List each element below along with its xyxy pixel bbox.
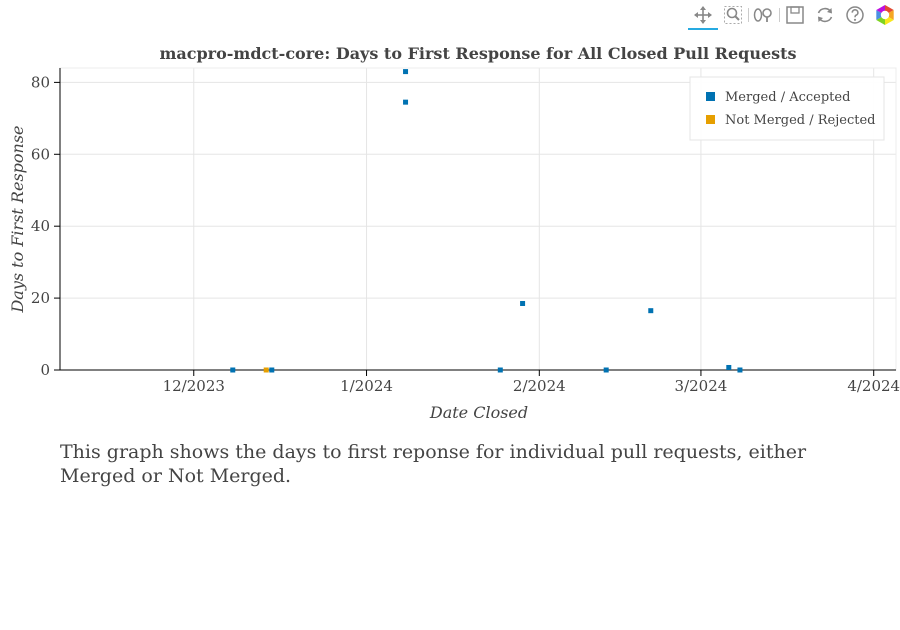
x-tick-label: 2/2024 <box>513 377 566 395</box>
toolbar-separator <box>779 8 780 22</box>
box-zoom-tool-button[interactable] <box>718 0 748 30</box>
chart-title: macpro-mdct-core: Days to First Response… <box>159 44 796 63</box>
reset-tool-icon <box>817 7 833 23</box>
x-tick-label: 4/2024 <box>847 377 900 395</box>
data-point <box>269 367 275 373</box>
wheel-zoom-tool-icon <box>753 8 772 22</box>
y-tick-label: 40 <box>31 217 50 235</box>
x-axis-label: Date Closed <box>429 403 528 422</box>
x-axis-ticks: 12/2023 1/2024 2/2024 3/2024 4/2024 <box>163 370 900 395</box>
legend-swatch <box>706 115 715 124</box>
data-point <box>263 367 269 373</box>
chart-toolbar <box>688 0 900 30</box>
bokeh-logo-icon <box>876 5 894 25</box>
toolbar-separator <box>748 8 749 22</box>
data-point <box>726 364 732 370</box>
wheel-zoom-tool-button[interactable] <box>749 0 779 30</box>
box-zoom-tool-icon <box>724 6 742 24</box>
data-point <box>497 367 503 373</box>
data-point <box>403 99 409 105</box>
pan-tool-icon <box>694 6 712 24</box>
legend-label: Not Merged / Rejected <box>725 113 875 128</box>
save-tool-button[interactable] <box>780 0 810 30</box>
y-tick-label: 60 <box>31 145 50 163</box>
y-tick-label: 20 <box>31 289 50 307</box>
data-point <box>737 367 743 373</box>
scatter-chart: macpro-mdct-core: Days to First Response… <box>8 44 900 422</box>
x-tick-label: 1/2024 <box>340 377 393 395</box>
legend-box <box>689 76 885 141</box>
y-axis-label: Days to First Response <box>8 125 27 313</box>
y-tick-label: 80 <box>31 73 50 91</box>
help-tool-icon <box>846 6 864 24</box>
x-tick-label: 3/2024 <box>675 377 728 395</box>
data-point <box>603 367 609 373</box>
chart-legend: Merged / Accepted Not Merged / Rejected <box>689 76 885 141</box>
chart-description: This graph shows the days to first repon… <box>60 441 807 487</box>
reset-tool-button[interactable] <box>810 0 840 30</box>
data-points <box>230 69 743 373</box>
bokeh-logo-link[interactable] <box>870 0 900 30</box>
y-axis-ticks: 0 20 40 60 80 <box>31 73 60 379</box>
data-point <box>520 300 526 306</box>
data-point <box>648 308 654 314</box>
y-tick-label: 0 <box>40 361 50 379</box>
help-tool-button[interactable] <box>840 0 870 30</box>
legend-label: Merged / Accepted <box>725 90 850 105</box>
save-tool-icon <box>786 6 804 24</box>
x-tick-label: 12/2023 <box>163 377 225 395</box>
pan-tool-button[interactable] <box>688 0 718 30</box>
data-point <box>403 69 409 75</box>
legend-swatch <box>706 92 715 101</box>
data-point <box>230 367 236 373</box>
